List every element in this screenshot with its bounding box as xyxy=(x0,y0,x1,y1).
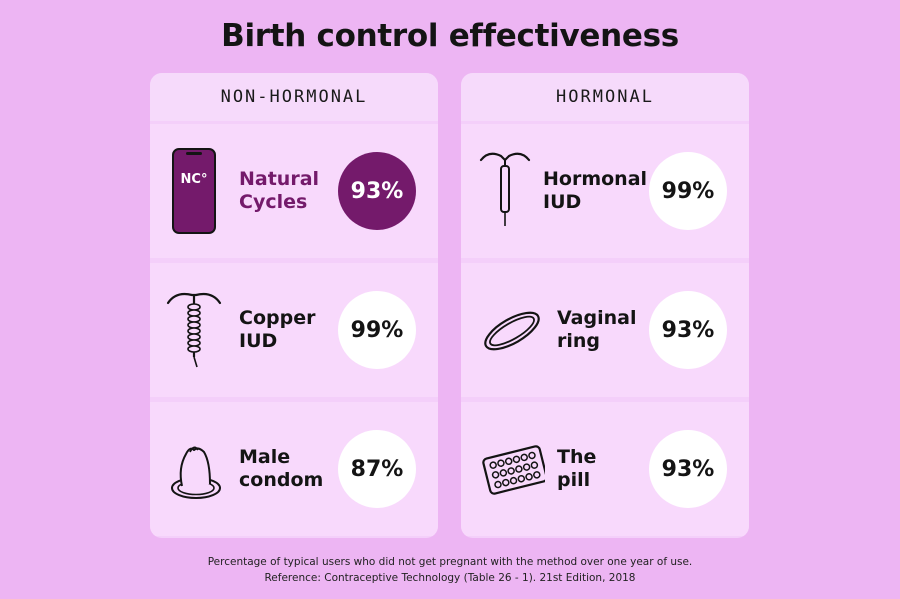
hormonal-iud-icon xyxy=(479,152,531,226)
method-name: Copper IUD xyxy=(239,307,316,352)
reference: Reference: Contraceptive Technology (Tab… xyxy=(264,572,636,584)
method-name: The pill xyxy=(557,446,597,491)
effectiveness-badge: 93% xyxy=(649,291,727,369)
method-name: Vaginal ring xyxy=(557,307,637,352)
method-card-male-condom: Male condom 87% xyxy=(150,402,438,536)
method-card-the-pill: The pill 93% xyxy=(461,402,749,536)
natural-cycles-phone-icon: NC° xyxy=(172,148,216,234)
panel-heading: NON-HORMONAL xyxy=(150,73,438,121)
page-title: Birth control effectiveness xyxy=(221,18,679,54)
non-hormonal-panel: NON-HORMONAL NC° Natural Cycles 93% xyxy=(150,73,438,538)
method-name: Natural Cycles xyxy=(239,168,320,213)
method-card-copper-iud: Copper IUD 99% xyxy=(150,263,438,397)
effectiveness-badge: 93% xyxy=(649,430,727,508)
effectiveness-badge: 99% xyxy=(649,152,727,230)
method-name: Hormonal IUD xyxy=(543,168,648,213)
method-name: Male condom xyxy=(239,446,324,491)
effectiveness-badge: 87% xyxy=(338,430,416,508)
condom-icon xyxy=(171,446,221,499)
vaginal-ring-icon xyxy=(484,311,540,351)
method-card-vaginal-ring: Vaginal ring 93% xyxy=(461,263,749,397)
effectiveness-badge: 99% xyxy=(338,291,416,369)
effectiveness-badge: 93% xyxy=(338,152,416,230)
panel-heading: HORMONAL xyxy=(461,73,749,121)
copper-iud-icon xyxy=(166,292,222,368)
hormonal-panel: HORMONAL Hormonal IUD 99% Vaginal rin xyxy=(461,73,749,538)
method-card-natural-cycles: NC° Natural Cycles 93% xyxy=(150,124,438,258)
footnote: Percentage of typical users who did not … xyxy=(207,556,693,568)
method-card-hormonal-iud: Hormonal IUD 99% xyxy=(461,124,749,258)
pill-pack-icon xyxy=(482,445,545,495)
natural-cycles-logo-text: NC° xyxy=(181,172,208,187)
